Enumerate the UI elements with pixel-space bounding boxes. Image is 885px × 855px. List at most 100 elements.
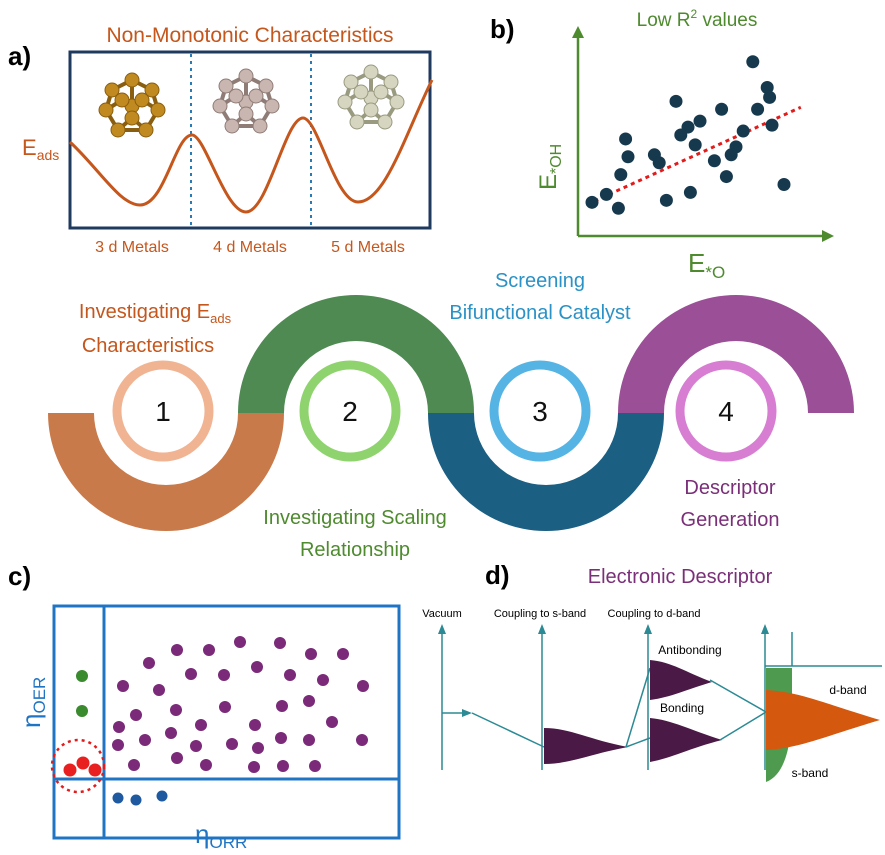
group-label-3d: 3 d Metals <box>95 239 169 256</box>
scatter-point <box>226 738 238 750</box>
scatter-point <box>337 648 349 660</box>
scatter-point <box>585 195 599 209</box>
scatter-point <box>659 193 673 207</box>
scatter-point <box>736 124 750 138</box>
step-2-label-line-1: Investigating Scaling <box>263 507 446 529</box>
cluster-4d-icon <box>212 68 280 134</box>
panel-c-purple-points <box>112 636 369 773</box>
step-1-ring <box>112 360 214 462</box>
panel-a-frame <box>68 50 432 230</box>
scatter-point <box>619 132 633 146</box>
scatter-point <box>218 669 230 681</box>
scatter-point <box>765 118 779 132</box>
scatter-point <box>719 170 733 184</box>
panel-b-title: Low R2 values <box>637 7 758 31</box>
scatter-point <box>303 734 315 746</box>
panel-b-xlabel: E*O <box>688 248 725 282</box>
s-coupled-state-shape <box>544 728 628 764</box>
scatter-point <box>171 644 183 656</box>
panel-d-title: Electronic Descriptor <box>588 566 773 588</box>
scatter-point <box>763 90 777 104</box>
scatter-point <box>234 636 246 648</box>
scatter-point <box>249 719 261 731</box>
group-label-4d: 4 d Metals <box>213 239 287 256</box>
bonding-label: Bonding <box>660 701 704 715</box>
antibonding-label: Antibonding <box>658 643 721 657</box>
step-1-number: 1 <box>155 396 171 427</box>
panel-a-title: Non-Monotonic Characteristics <box>106 24 393 47</box>
scatter-point <box>130 794 142 806</box>
scatter-point <box>252 742 264 754</box>
scatter-point <box>251 661 263 673</box>
step-3-number: 3 <box>532 396 548 427</box>
scatter-point <box>165 727 177 739</box>
step-4-label-line-1: Descriptor <box>684 477 775 499</box>
scatter-point <box>219 701 231 713</box>
scatter-point <box>76 705 88 717</box>
scatter-point <box>274 637 286 649</box>
step-1-label-line-2: Characteristics <box>82 335 214 357</box>
vacuum-arrow-icon <box>462 709 472 717</box>
scatter-point <box>128 759 140 771</box>
d-band-shape <box>766 690 880 750</box>
scatter-point <box>275 732 287 744</box>
trend-line <box>586 105 802 206</box>
panel-b-ylabel: E*OH <box>535 144 565 190</box>
scatter-point <box>153 684 165 696</box>
panel-d-axes <box>438 624 882 770</box>
scatter-point <box>130 709 142 721</box>
scatter-point <box>76 756 90 770</box>
s-band-label: s-band <box>792 766 829 780</box>
scatter-point <box>303 695 315 707</box>
panel-c-letter: c) <box>8 561 31 591</box>
panel-a-ylabel: Eads <box>22 135 59 163</box>
optimal-region-circle <box>50 738 106 794</box>
scatter-point <box>185 668 197 680</box>
scatter-point <box>652 156 666 170</box>
antibonding-state-shape <box>650 660 712 700</box>
panel-c-frame <box>52 604 401 840</box>
scatter-point <box>707 154 721 168</box>
panel-c-xlabel: ηORR <box>195 819 247 852</box>
step-1-label-line-1: Investigating Eads <box>79 301 232 326</box>
scatter-point <box>777 178 791 191</box>
scatter-point <box>117 680 129 692</box>
step-4-ring <box>675 360 777 462</box>
step-3-label-line-2: Bifunctional Catalyst <box>449 302 631 324</box>
step-4-arc <box>618 295 854 413</box>
panel-d-letter: d) <box>485 560 510 590</box>
scatter-point <box>200 759 212 771</box>
scatter-point <box>357 680 369 692</box>
scatter-point <box>63 763 77 777</box>
scatter-point <box>715 102 729 116</box>
bonding-state-shape <box>650 718 722 762</box>
panel-c-ylabel: ηOER <box>16 677 49 728</box>
scatter-point <box>305 648 317 660</box>
scatter-point <box>621 150 635 164</box>
step-2-number: 2 <box>342 396 358 427</box>
group-label-5d: 5 d Metals <box>331 239 405 256</box>
scatter-point <box>203 644 215 656</box>
scatter-point <box>88 763 102 777</box>
scatter-point <box>674 128 688 142</box>
process-steps: 1 2 3 4 Investigating Eads Characteristi… <box>48 270 854 561</box>
panel-b-axes <box>572 26 834 242</box>
scatter-point <box>139 734 151 746</box>
scatter-point <box>171 752 183 764</box>
scatter-point <box>143 657 155 669</box>
cluster-5d-icon <box>337 64 405 130</box>
step-2-label-line-2: Relationship <box>300 539 410 561</box>
scatter-point <box>688 138 702 152</box>
scatter-point <box>599 187 613 201</box>
panel-b: b) Low R2 values E*OH E*O <box>490 7 834 282</box>
scatter-point <box>326 716 338 728</box>
step-3-ring <box>489 360 591 462</box>
scatter-point <box>746 55 760 69</box>
col-label-s-band: Coupling to s-band <box>494 608 586 620</box>
scatter-point <box>284 669 296 681</box>
scatter-point <box>724 148 738 162</box>
scatter-point <box>356 734 368 746</box>
panel-a-energy-curve <box>68 79 434 214</box>
scatter-point <box>751 102 765 116</box>
